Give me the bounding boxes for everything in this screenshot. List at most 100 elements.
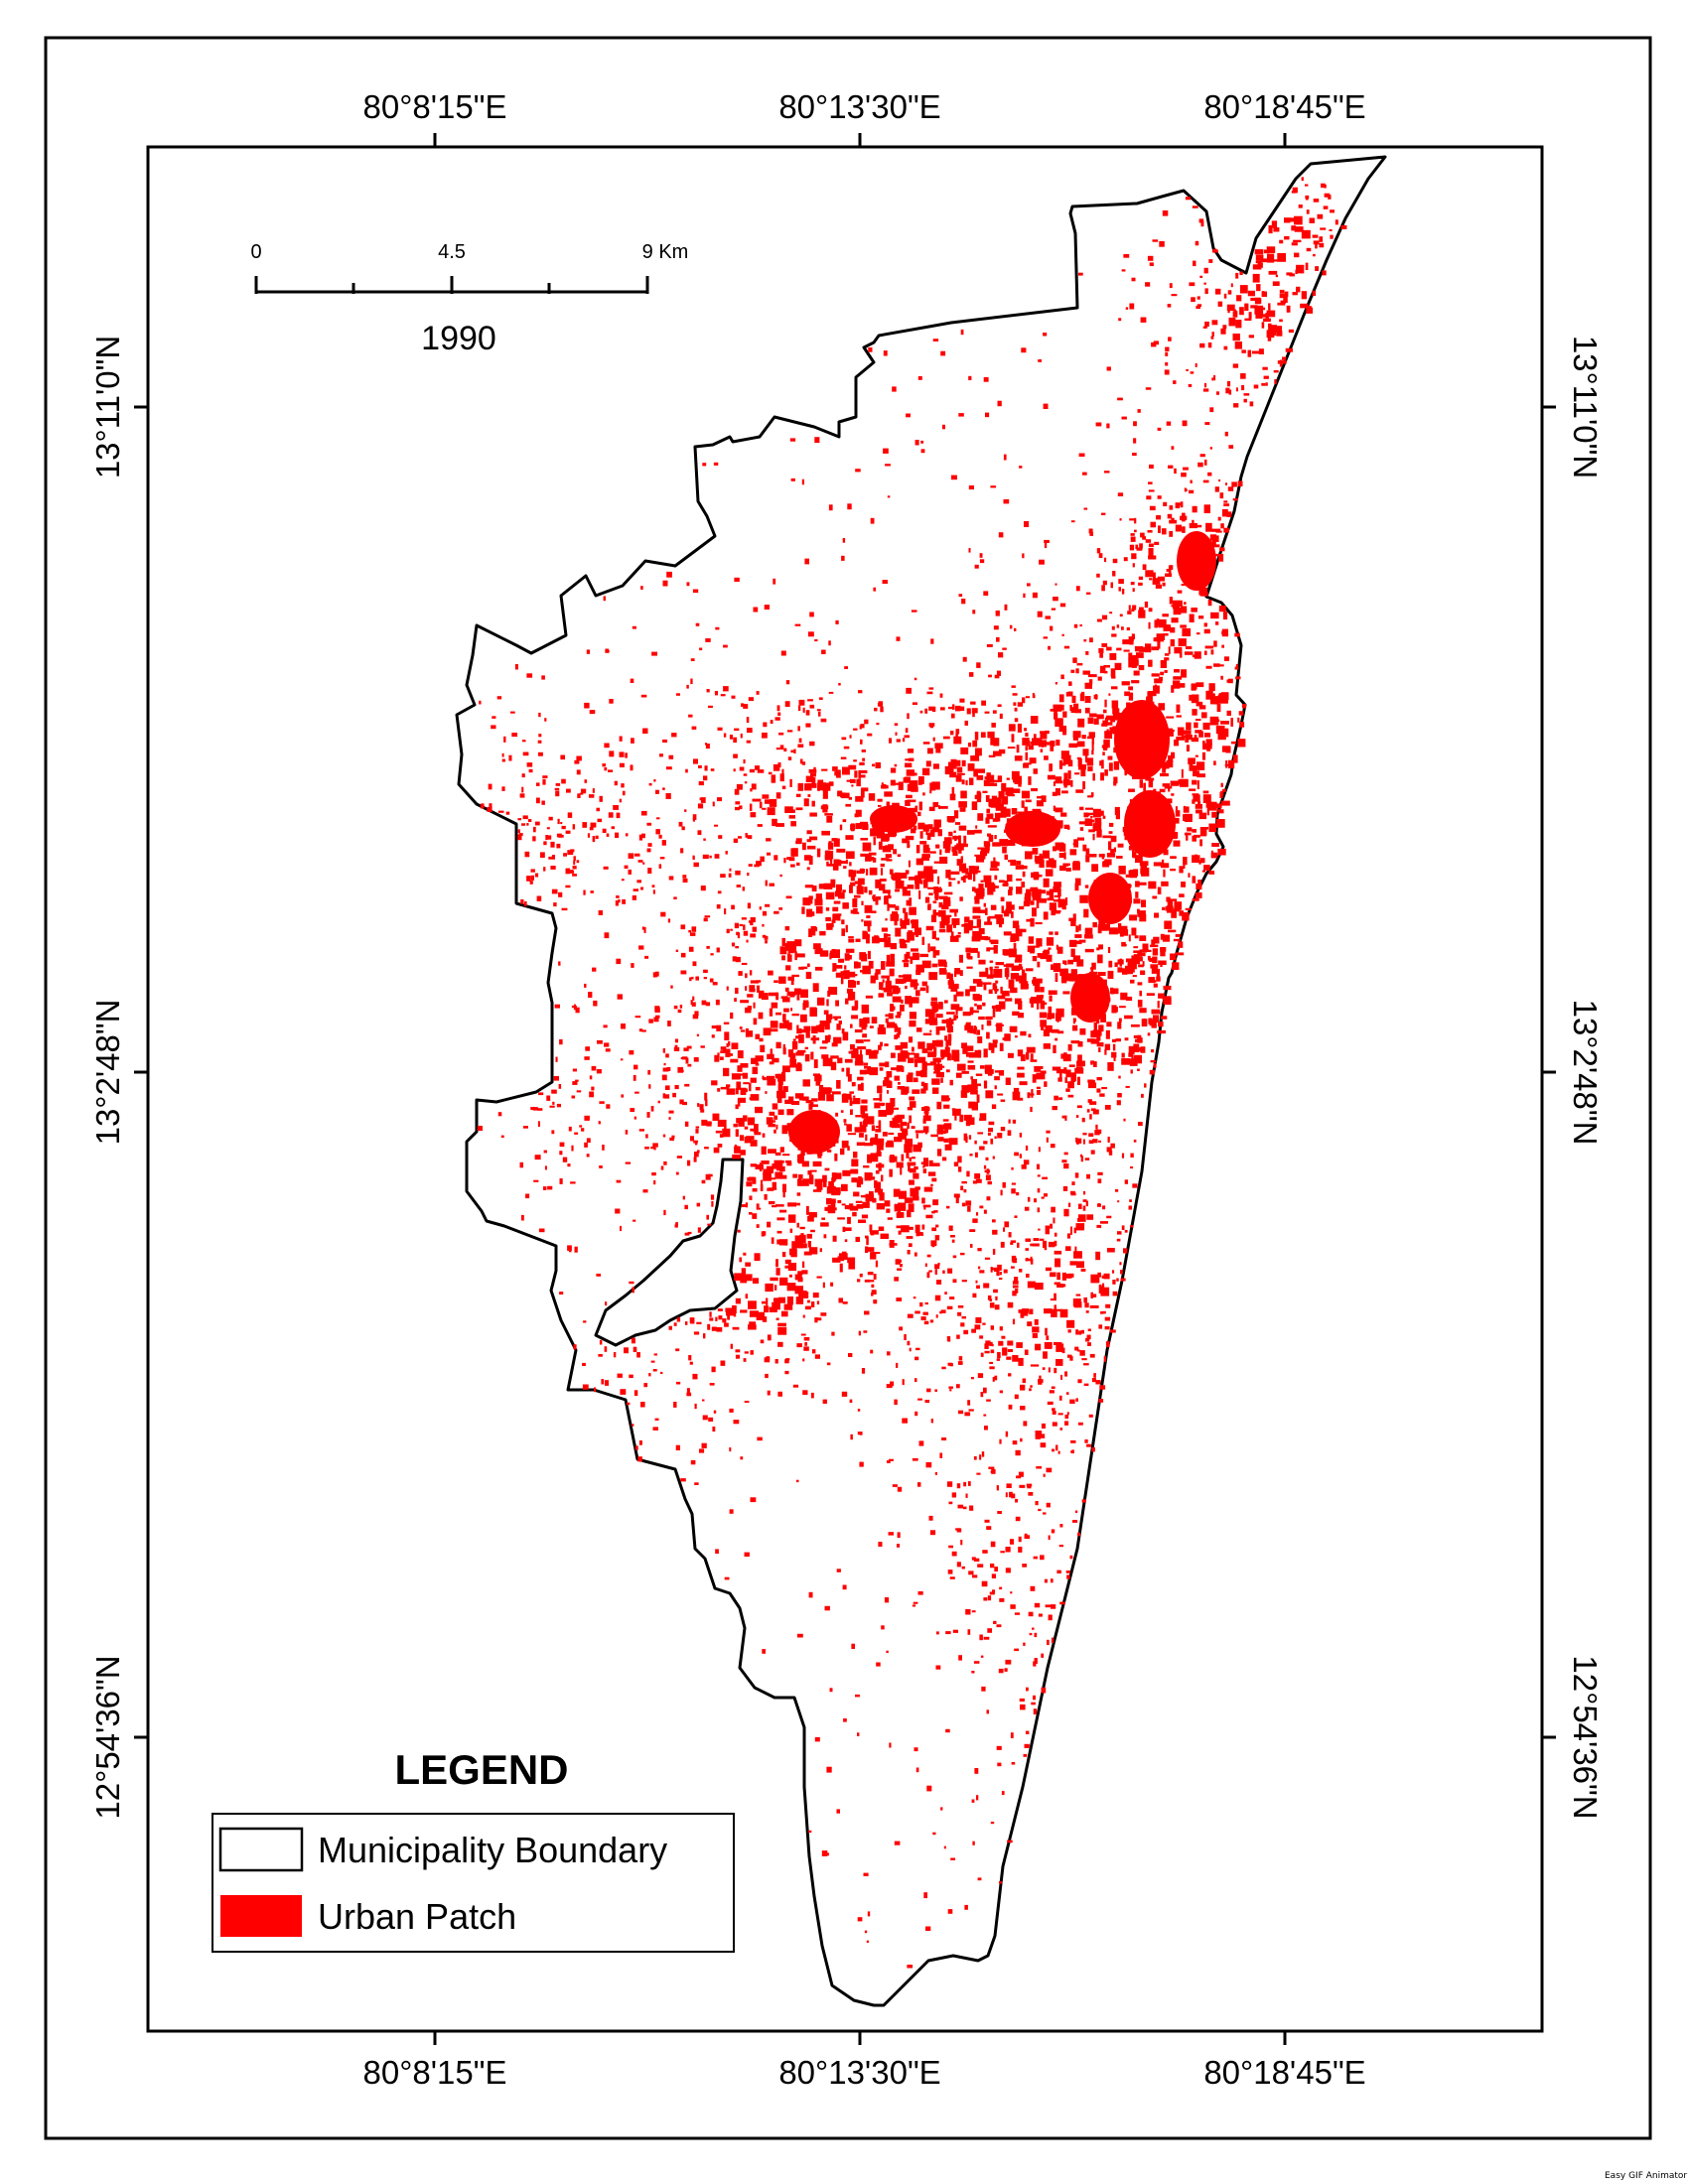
urban-patch — [1179, 866, 1184, 874]
urban-patch — [875, 896, 879, 905]
urban-patch — [895, 732, 898, 736]
urban-patch — [720, 874, 726, 878]
urban-patch — [865, 995, 873, 999]
urban-patch — [884, 895, 888, 905]
urban-patch — [999, 1438, 1002, 1444]
urban-patch — [1178, 941, 1184, 948]
urban-patch — [1007, 1301, 1014, 1308]
urban-patch — [862, 1033, 867, 1038]
urban-patch — [1097, 676, 1102, 681]
urban-patch — [757, 1436, 763, 1441]
urban-patch — [1140, 864, 1148, 873]
urban-patch — [894, 723, 899, 726]
urban-patch — [775, 1317, 779, 1320]
urban-patch — [1050, 1223, 1053, 1229]
urban-patch — [1004, 1221, 1010, 1228]
urban-patch — [585, 1046, 590, 1051]
urban-patch — [985, 412, 990, 418]
urban-patch — [900, 1041, 909, 1049]
urban-patch — [802, 1314, 805, 1318]
urban-patch — [735, 1354, 741, 1359]
urban-patch — [911, 610, 917, 613]
urban-patch — [572, 824, 576, 830]
urban-patch — [972, 915, 981, 919]
urban-patch — [931, 963, 938, 968]
urban-patch — [808, 1591, 813, 1598]
urban-patch — [879, 1067, 884, 1071]
urban-patch — [830, 879, 836, 888]
urban-patch — [992, 886, 999, 888]
urban-patch — [976, 1083, 981, 1087]
urban-patch — [935, 844, 940, 849]
urban-patch — [1116, 624, 1120, 628]
urban-patch — [795, 807, 803, 811]
urban-patch — [848, 1262, 856, 1270]
urban-patch — [941, 1095, 949, 1102]
urban-patch — [1066, 1354, 1072, 1358]
urban-patch — [1055, 931, 1058, 935]
urban-patch — [985, 967, 989, 976]
urban-patch — [1065, 1246, 1071, 1252]
urban-patch — [812, 1293, 819, 1298]
urban-patch — [900, 1122, 904, 1132]
urban-patch — [973, 874, 976, 882]
urban-patch — [801, 1029, 807, 1033]
urban-patch — [1109, 612, 1113, 614]
urban-patch — [1045, 1267, 1052, 1272]
urban-patch — [1138, 646, 1148, 652]
urban-patch — [872, 858, 877, 863]
urban-patch — [762, 1133, 766, 1138]
urban-patch — [1024, 1533, 1028, 1539]
urban-patch — [1196, 306, 1200, 310]
urban-patch — [733, 1309, 737, 1317]
urban-patch — [813, 766, 816, 771]
urban-patch — [1023, 593, 1026, 598]
urban-patch — [1227, 678, 1233, 684]
urban-patch — [848, 980, 855, 988]
urban-patch — [1203, 650, 1207, 655]
urban-patch — [861, 1099, 868, 1104]
urban-patch — [909, 1243, 913, 1248]
urban-patch — [955, 1006, 958, 1016]
urban-patch — [932, 706, 936, 713]
urban-patch — [754, 1132, 762, 1136]
urban-patch — [995, 807, 1002, 811]
urban-patch — [956, 1334, 960, 1339]
urban-patch — [685, 1057, 689, 1064]
urban-patch — [1040, 953, 1049, 960]
urban-patch — [755, 1164, 764, 1169]
urban-patch — [1234, 309, 1237, 313]
urban-patch — [913, 1172, 919, 1179]
urban-patch — [628, 853, 634, 859]
urban-patch — [952, 1279, 957, 1284]
urban-patch — [745, 1262, 752, 1267]
urban-patch — [898, 987, 901, 994]
urban-patch — [774, 1152, 781, 1156]
urban-patch — [1025, 1145, 1029, 1151]
urban-patch — [695, 1142, 698, 1146]
urban-patch — [910, 956, 914, 964]
urban-patch — [943, 961, 947, 968]
urban-patch — [1053, 1217, 1055, 1224]
urban-patch — [793, 749, 796, 753]
urban-patch — [900, 1166, 903, 1175]
urban-patch — [1292, 292, 1298, 296]
urban-patch — [959, 970, 963, 976]
urban-patch — [737, 1050, 744, 1059]
urban-patch — [1025, 1730, 1030, 1734]
urban-patch — [790, 1101, 800, 1105]
urban-patch — [1085, 651, 1089, 655]
urban-patch — [740, 1309, 748, 1313]
urban-patch — [905, 1144, 911, 1153]
urban-patch — [973, 870, 981, 873]
urban-patch — [1047, 897, 1055, 901]
urban-patch — [1163, 1000, 1171, 1003]
urban-patch — [822, 782, 831, 791]
urban-patch — [1116, 1278, 1119, 1282]
urban-patch — [719, 1056, 724, 1060]
urban-patch — [815, 906, 823, 914]
urban-patch — [1207, 472, 1212, 477]
urban-patch — [1129, 544, 1135, 551]
urban-patch — [928, 806, 935, 811]
urban-patch — [570, 1181, 576, 1184]
